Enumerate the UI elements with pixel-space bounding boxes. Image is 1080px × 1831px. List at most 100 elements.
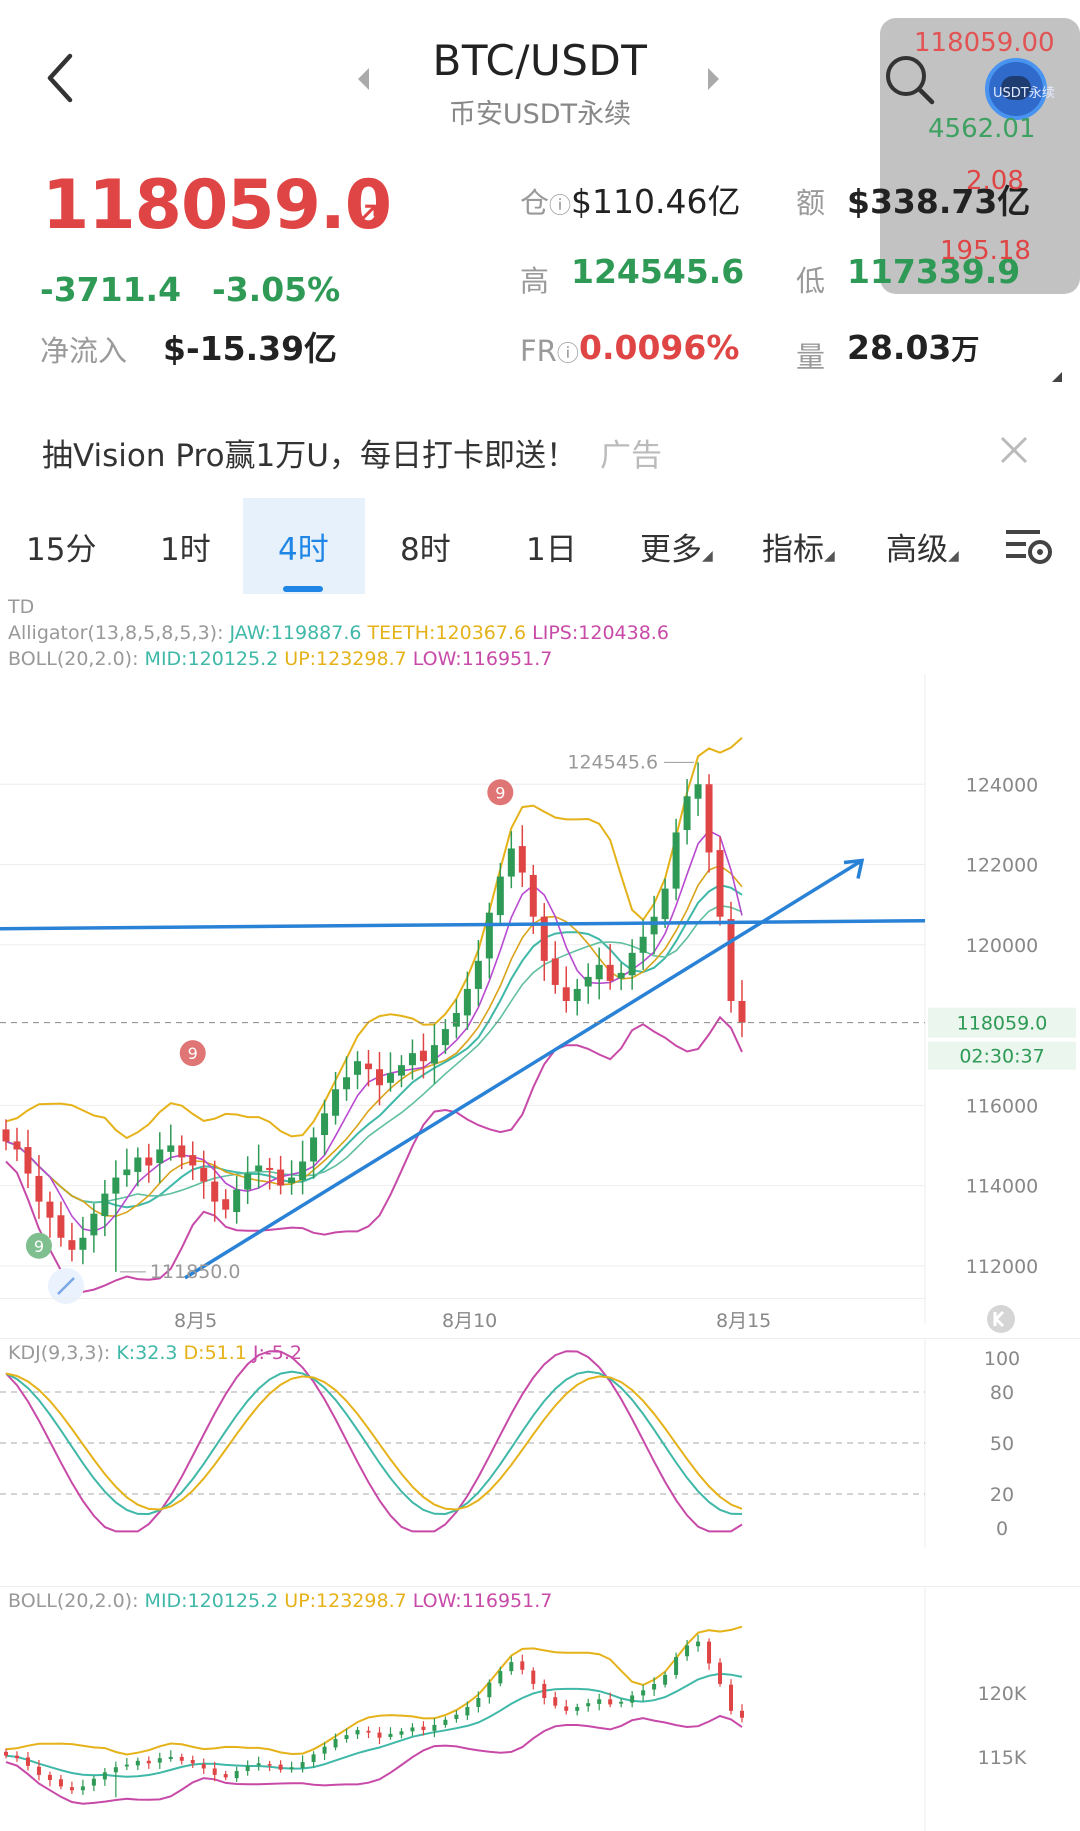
candle — [727, 919, 735, 1001]
ytick-label: 124000 — [966, 774, 1039, 796]
ytick-label: 80 — [990, 1382, 1014, 1404]
candle — [641, 1690, 646, 1696]
candle — [354, 1061, 362, 1075]
candle — [507, 848, 515, 877]
candle — [694, 784, 702, 799]
kdj-chart[interactable]: 100 80 50 20 0 — [0, 1338, 1080, 1548]
td-legend: TD — [8, 596, 35, 618]
td-marker-label: 9 — [188, 1044, 198, 1063]
candle — [311, 1754, 316, 1763]
candle — [542, 1683, 547, 1698]
countdown-tag — [928, 1041, 1076, 1070]
candle — [2, 1129, 10, 1142]
candle — [738, 1000, 746, 1023]
candle — [652, 1683, 657, 1690]
candle — [386, 1073, 394, 1083]
pair-title[interactable]: BTC/USDT — [432, 36, 648, 85]
candle — [672, 832, 680, 889]
amount-overlay-value: 2.08 — [966, 166, 1024, 196]
candle — [146, 1760, 151, 1764]
candle — [200, 1167, 208, 1182]
boll-chart[interactable]: 120K 115K — [0, 1586, 1080, 1831]
last-price: 118059.0 — [42, 166, 392, 245]
active-tab-indicator — [283, 586, 323, 592]
candle — [619, 1701, 624, 1704]
chart-area[interactable]: TD Alligator(13,8,5,8,5,3): JAW:119887.6… — [0, 594, 1080, 1831]
floating-price-widget[interactable]: 118059.00 USDT永续 4562.01 — [880, 18, 1080, 294]
candle — [399, 1731, 404, 1735]
tab-15m[interactable]: 15分 — [26, 532, 97, 568]
candle — [189, 1155, 197, 1166]
search-button[interactable] — [882, 52, 938, 108]
candle — [597, 1699, 602, 1704]
boll-lower-line — [5, 1714, 743, 1805]
tab-4h[interactable]: 4时 — [278, 532, 329, 568]
boll-lower-line — [5, 1015, 743, 1293]
candle — [584, 976, 592, 987]
next-pair-button[interactable] — [703, 66, 723, 92]
back-button[interactable] — [42, 48, 82, 108]
boll-upper-line — [5, 1625, 743, 1756]
td-marker — [179, 1040, 206, 1067]
candle — [13, 1141, 21, 1150]
candle — [4, 1751, 8, 1756]
candle — [245, 1765, 250, 1772]
candle — [487, 1682, 492, 1698]
candle — [606, 964, 614, 981]
candle — [102, 1772, 107, 1780]
ad-text: 抽Vision Pro赢1万U，每日打卡即送！ — [42, 438, 577, 474]
tab-1d[interactable]: 1日 — [526, 532, 577, 568]
td-marker-label: 9 — [34, 1237, 44, 1256]
candle — [69, 1787, 74, 1791]
volume-value: 28.03万 — [847, 328, 980, 367]
collapse-icon[interactable] — [1050, 372, 1064, 384]
candle — [551, 958, 559, 985]
candle — [35, 1175, 43, 1202]
prev-pair-button[interactable] — [355, 66, 375, 92]
tab-8h[interactable]: 8时 — [400, 532, 451, 568]
candle — [474, 960, 482, 989]
candle — [267, 1764, 272, 1766]
candle — [68, 1240, 76, 1250]
candle — [586, 1703, 591, 1707]
candle — [520, 1661, 525, 1670]
tab-more[interactable]: 更多◢ — [640, 532, 713, 568]
candle — [397, 1065, 405, 1076]
candle — [124, 1764, 129, 1767]
candle — [465, 1706, 470, 1716]
candle — [388, 1733, 393, 1737]
amount-label: 额 — [796, 186, 826, 220]
candle — [553, 1697, 558, 1706]
candle — [485, 912, 493, 959]
candle — [421, 1726, 426, 1731]
candle — [573, 988, 581, 1001]
chart-settings-icon[interactable] — [1004, 526, 1054, 568]
candle — [630, 1695, 635, 1703]
price-chart[interactable]: 118059.0 02:30:37 124545.6 111850.0 9 9 9 1240… — [0, 674, 1080, 1324]
tab-1h[interactable]: 1时 — [160, 532, 211, 568]
close-icon[interactable] — [998, 434, 1030, 466]
trendline-arrowhead — [843, 858, 865, 879]
kdj-d-line — [5, 1372, 743, 1511]
search-icon — [886, 56, 935, 105]
tab-indicators[interactable]: 指标◢ — [762, 532, 835, 568]
candle — [564, 1706, 569, 1711]
candle — [168, 1756, 173, 1759]
active-tab-background — [243, 498, 365, 594]
candle — [419, 1050, 427, 1062]
tab-advanced[interactable]: 高级◢ — [886, 532, 959, 568]
candle — [617, 972, 625, 979]
candle — [366, 1730, 371, 1733]
last-price-label: 118059.0 — [957, 1013, 1048, 1035]
trendline — [184, 859, 863, 1280]
ad-banner[interactable]: 抽Vision Pro赢1万U，每日打卡即送！ 广告 — [0, 414, 1080, 490]
candle — [740, 1710, 744, 1718]
fr-label: FRⓘ — [520, 334, 579, 368]
scroll-to-start-icon[interactable] — [986, 1304, 1016, 1334]
low-label: 低 — [796, 264, 826, 298]
candle — [156, 1149, 164, 1164]
kdj-legend: KDJ(9,3,3): K:32.3 D:51.1 J:-5.2 — [8, 1342, 302, 1364]
candle — [223, 1774, 228, 1778]
candle — [134, 1157, 142, 1172]
candle — [233, 1189, 241, 1213]
